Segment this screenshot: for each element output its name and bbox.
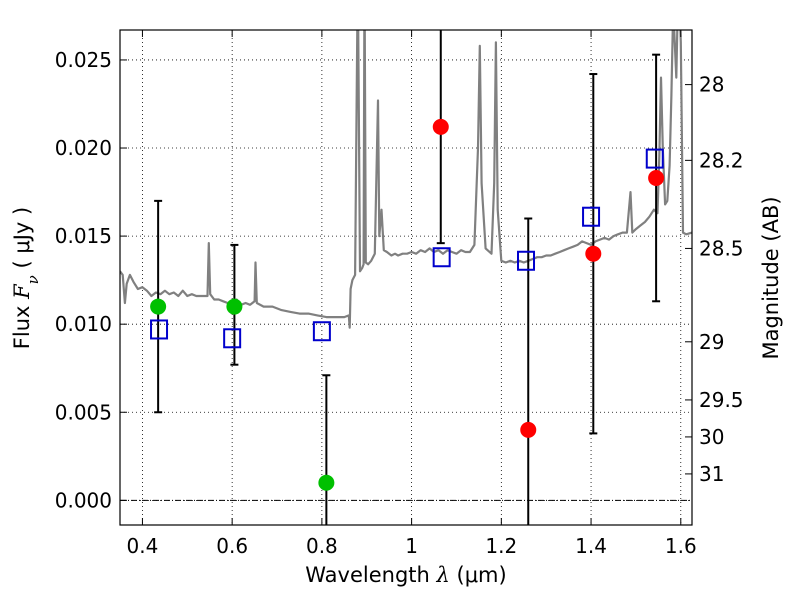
model-photometry-square: [223, 328, 242, 349]
y-axis-label: Flux Fν ( μJy ): [10, 207, 42, 349]
green-data-point: [226, 298, 243, 315]
y-tick-label: 0.020: [55, 136, 112, 160]
red-data-point: [432, 118, 449, 135]
model-photometry-square: [582, 206, 601, 227]
x-tick-label: 0.6: [216, 534, 248, 558]
x-axis-label: Wavelength λ (μm): [305, 563, 506, 587]
magnitude-tick-label: 28.2: [699, 148, 744, 172]
y-tick-label: 0.025: [55, 48, 112, 72]
right-axis-label: Magnitude (AB): [759, 196, 783, 359]
plot-frame: [119, 29, 693, 526]
y-tick-label: 0.005: [55, 400, 112, 424]
red-data-point: [585, 245, 602, 262]
red-data-point: [648, 169, 665, 186]
magnitude-tick-label: 29.5: [699, 388, 744, 412]
model-photometry-square: [312, 321, 331, 342]
x-tick-label: 1: [405, 534, 418, 558]
model-photometry-square: [150, 319, 169, 340]
model-photometry-square: [432, 247, 451, 268]
magnitude-tick-label: 29: [699, 330, 724, 354]
x-tick-label: 1.4: [575, 534, 607, 558]
magnitude-tick-label: 28: [699, 73, 724, 97]
model-photometry-square: [645, 148, 664, 169]
x-tick-label: 1.6: [665, 534, 697, 558]
red-data-point: [520, 421, 537, 438]
model-photometry-square: [517, 250, 536, 271]
y-tick-label: 0.000: [55, 488, 112, 512]
x-tick-label: 0.8: [306, 534, 338, 558]
green-data-point: [318, 474, 335, 491]
y-tick-label: 0.015: [55, 224, 112, 248]
magnitude-tick-label: 30: [699, 425, 724, 449]
green-data-point: [150, 298, 167, 315]
series-layer: [120, 30, 692, 525]
y-tick-label: 0.010: [55, 312, 112, 336]
axis-ticks: 0.4 0.6 0.8 1 1.2 1.4 1.6 0.000 0.005 0.010 0.015 0…: [55, 30, 744, 558]
magnitude-tick-label: 31: [699, 462, 724, 486]
x-tick-label: 0.4: [127, 534, 159, 558]
model-spectrum-line: [120, 30, 692, 329]
x-tick-label: 1.2: [485, 534, 517, 558]
magnitude-tick-label: 28.5: [699, 236, 744, 260]
